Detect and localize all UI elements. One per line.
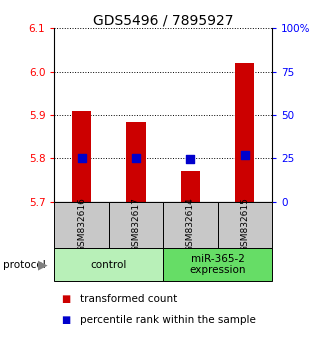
Text: protocol: protocol: [3, 260, 46, 270]
Point: [133, 155, 139, 161]
Bar: [181, 171, 200, 202]
Text: percentile rank within the sample: percentile rank within the sample: [80, 315, 256, 325]
Bar: [54, 248, 163, 281]
Title: GDS5496 / 7895927: GDS5496 / 7895927: [93, 13, 234, 27]
Text: transformed count: transformed count: [80, 294, 177, 304]
Text: ■: ■: [61, 294, 70, 304]
Text: control: control: [91, 259, 127, 270]
Bar: [126, 121, 146, 202]
Point: [188, 156, 193, 162]
Bar: [163, 248, 272, 281]
Text: miR-365-2
expression: miR-365-2 expression: [189, 254, 246, 275]
Text: GSM832616: GSM832616: [77, 197, 86, 252]
Text: ■: ■: [61, 315, 70, 325]
Text: ▶: ▶: [38, 258, 48, 271]
Text: GSM832617: GSM832617: [132, 197, 140, 252]
Bar: [109, 202, 163, 248]
Bar: [54, 202, 109, 248]
Text: GSM832615: GSM832615: [240, 197, 249, 252]
Bar: [163, 202, 218, 248]
Bar: [72, 111, 91, 202]
Point: [242, 152, 247, 158]
Text: GSM832614: GSM832614: [186, 198, 195, 252]
Bar: [218, 202, 272, 248]
Point: [79, 155, 84, 161]
Bar: [235, 63, 254, 202]
